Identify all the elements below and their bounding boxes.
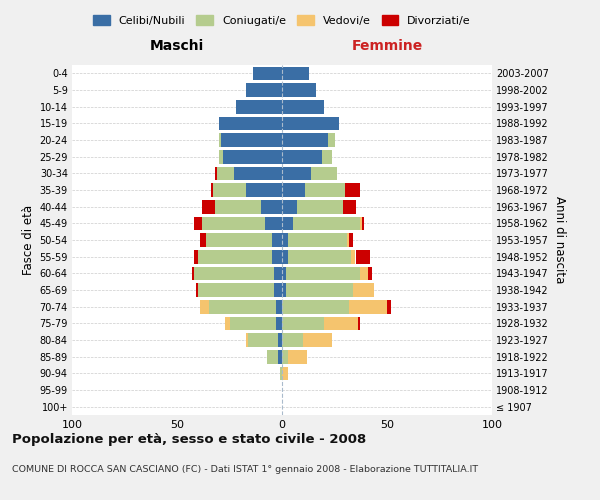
Text: COMUNE DI ROCCA SAN CASCIANO (FC) - Dati ISTAT 1° gennaio 2008 - Elaborazione TU: COMUNE DI ROCCA SAN CASCIANO (FC) - Dati… xyxy=(12,466,478,474)
Bar xyxy=(274,266,282,280)
Bar xyxy=(248,333,278,347)
Bar xyxy=(198,250,271,264)
Bar xyxy=(282,233,289,247)
Bar xyxy=(343,200,355,213)
Legend: Celibi/Nubili, Coniugati/e, Vedovi/e, Divorziati/e: Celibi/Nubili, Coniugati/e, Vedovi/e, Di… xyxy=(89,10,475,30)
Bar xyxy=(289,250,352,264)
Bar xyxy=(282,266,286,280)
Bar xyxy=(282,300,349,314)
Bar xyxy=(247,83,282,97)
Bar xyxy=(282,216,293,230)
Bar xyxy=(209,300,276,314)
Bar xyxy=(305,183,345,197)
Bar xyxy=(226,316,229,330)
Bar xyxy=(358,316,360,330)
Bar xyxy=(217,166,234,180)
Bar xyxy=(219,116,282,130)
Bar xyxy=(200,233,206,247)
Bar xyxy=(282,83,316,97)
Bar xyxy=(198,283,274,297)
Bar xyxy=(192,266,194,280)
Bar xyxy=(206,233,271,247)
Bar xyxy=(282,250,289,264)
Bar xyxy=(278,333,282,347)
Bar xyxy=(355,250,370,264)
Bar xyxy=(282,166,311,180)
Bar xyxy=(247,333,248,347)
Bar xyxy=(194,250,198,264)
Bar xyxy=(282,200,296,213)
Bar xyxy=(219,150,223,164)
Bar xyxy=(351,250,355,264)
Bar xyxy=(274,283,282,297)
Bar xyxy=(271,233,282,247)
Bar xyxy=(265,216,282,230)
Bar xyxy=(324,316,358,330)
Bar xyxy=(194,216,202,230)
Bar xyxy=(282,150,322,164)
Bar xyxy=(202,216,265,230)
Bar xyxy=(293,216,360,230)
Bar xyxy=(303,333,332,347)
Bar xyxy=(261,200,282,213)
Bar xyxy=(202,200,215,213)
Y-axis label: Anni di nascita: Anni di nascita xyxy=(553,196,566,284)
Bar xyxy=(276,300,282,314)
Bar xyxy=(360,216,362,230)
Bar xyxy=(368,266,372,280)
Bar xyxy=(271,250,282,264)
Bar xyxy=(347,233,349,247)
Bar xyxy=(286,283,353,297)
Bar xyxy=(282,316,324,330)
Bar xyxy=(196,283,198,297)
Bar xyxy=(282,283,286,297)
Bar xyxy=(353,283,374,297)
Bar xyxy=(280,366,282,380)
Bar xyxy=(215,200,261,213)
Bar xyxy=(268,350,278,364)
Bar xyxy=(200,300,209,314)
Bar xyxy=(215,166,217,180)
Bar xyxy=(247,183,282,197)
Bar xyxy=(362,216,364,230)
Text: Femmine: Femmine xyxy=(352,40,422,54)
Bar xyxy=(289,350,307,364)
Bar xyxy=(219,133,221,147)
Bar xyxy=(360,266,368,280)
Bar xyxy=(234,166,282,180)
Bar xyxy=(322,150,332,164)
Bar xyxy=(213,183,247,197)
Y-axis label: Fasce di età: Fasce di età xyxy=(22,205,35,275)
Bar xyxy=(286,266,360,280)
Bar xyxy=(387,300,391,314)
Bar xyxy=(345,183,360,197)
Bar xyxy=(223,150,282,164)
Bar xyxy=(349,233,353,247)
Bar xyxy=(282,333,303,347)
Bar xyxy=(236,100,282,114)
Text: Popolazione per età, sesso e stato civile - 2008: Popolazione per età, sesso e stato civil… xyxy=(12,432,366,446)
Bar xyxy=(253,66,282,80)
Bar xyxy=(282,100,324,114)
Bar xyxy=(282,366,289,380)
Bar xyxy=(278,350,282,364)
Bar xyxy=(282,116,338,130)
Bar xyxy=(296,200,343,213)
Text: Maschi: Maschi xyxy=(150,40,204,54)
Bar xyxy=(349,300,387,314)
Bar xyxy=(328,133,335,147)
Bar xyxy=(282,133,328,147)
Bar xyxy=(282,183,305,197)
Bar xyxy=(282,350,289,364)
Bar xyxy=(276,316,282,330)
Bar xyxy=(289,233,347,247)
Bar xyxy=(194,266,274,280)
Bar xyxy=(229,316,276,330)
Bar xyxy=(282,66,310,80)
Bar xyxy=(221,133,282,147)
Bar xyxy=(211,183,213,197)
Bar xyxy=(311,166,337,180)
